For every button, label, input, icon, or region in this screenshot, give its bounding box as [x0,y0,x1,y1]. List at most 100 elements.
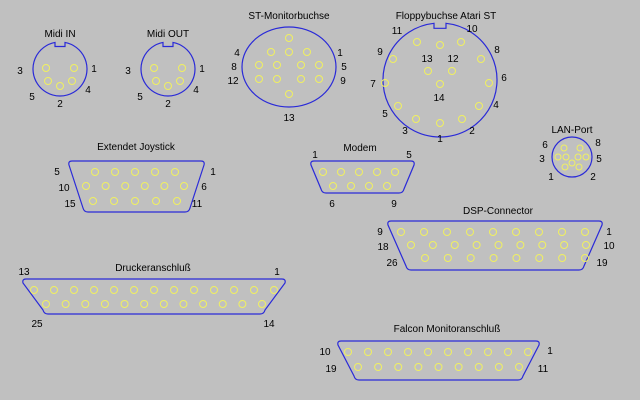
pin-number-label: 10 [603,241,615,252]
pin [365,182,373,190]
pin [576,144,584,152]
pin [355,168,363,176]
pin [524,348,532,356]
pin [255,75,263,83]
pin [568,159,576,167]
pin [42,300,50,308]
pin-number-label: 19 [596,258,608,269]
pin [444,348,452,356]
pin [178,64,186,72]
pin-number-label: 2 [469,126,475,137]
pin [68,77,76,85]
pin [466,254,475,262]
pin-number-label: 1 [337,48,343,59]
pin [443,228,451,236]
pin [373,168,381,176]
pin [414,363,423,371]
pin [173,197,181,205]
pin-number-label: 10 [58,183,70,194]
connector-title: Druckeranschluß [115,263,191,274]
pin [407,241,415,249]
pin [151,168,159,176]
pin [150,286,158,294]
pin [303,48,311,56]
pin-number-label: 5 [596,154,602,165]
pin [285,34,293,42]
pin [120,300,129,308]
pin-number-label: 14 [433,93,445,104]
pin [171,168,179,176]
pin [397,228,405,236]
pin [140,182,149,190]
pin [270,286,278,294]
pin [413,38,421,46]
pin-number-label: 6 [329,199,335,210]
connector-title: Extendet Joystick [97,142,176,153]
pin [454,363,463,371]
pin [383,182,391,190]
pin-number-label: 3 [17,66,23,77]
connector-title: Modem [343,143,376,154]
connector-outline [241,26,337,108]
pin [516,241,525,249]
pin [489,228,497,236]
pin [267,48,275,56]
pin [273,61,281,69]
pin [535,254,544,262]
pin [384,348,392,356]
pin [457,38,465,46]
pin [391,168,399,176]
pin-number-label: 2 [57,99,63,110]
pin [436,119,444,127]
pin [494,363,503,371]
pin [160,182,169,190]
pin [180,182,188,190]
pin [121,182,130,190]
pin-number-label: 13 [421,54,433,65]
pin [374,363,383,371]
pin [110,286,118,294]
connector-outline [140,41,196,97]
pin [164,82,172,90]
pin-number-label: 1 [210,167,216,178]
pin [558,228,566,236]
pin-number-label: 1 [199,64,205,75]
pin-number-label: 1 [606,227,612,238]
pin [89,197,97,205]
connector-midi-in: Midi IN 3 1 5 4 2 [17,29,97,110]
pin-number-label: 6 [542,140,548,151]
pin [44,77,52,85]
pin [56,82,64,90]
pin [90,286,98,294]
pin [554,153,562,161]
pin [170,286,178,294]
pin [538,241,547,249]
pin-number-label: 6 [501,73,507,84]
connector-extended-joystick: Extendet Joystick 5 10 15 16 11 [54,142,216,213]
connector-title: Midi IN [44,29,75,40]
pin [394,363,403,371]
pin [61,300,70,308]
connector-outline [382,22,498,138]
pin [436,80,444,88]
pin [477,55,485,63]
pin [273,75,281,83]
pin [150,64,158,72]
pin [250,286,258,294]
pin [297,75,305,83]
pin [110,197,118,205]
pin [515,363,523,371]
pin [428,241,437,249]
pin [512,254,521,262]
pin-number-label: 25 [31,319,43,330]
pin-number-label: 5 [406,150,412,161]
pin-number-label: 13 [18,267,30,278]
pin [558,254,567,262]
pin [210,286,218,294]
pin-number-label: 13 [283,113,295,124]
pin [130,286,138,294]
pin-number-label: 11 [538,364,549,375]
